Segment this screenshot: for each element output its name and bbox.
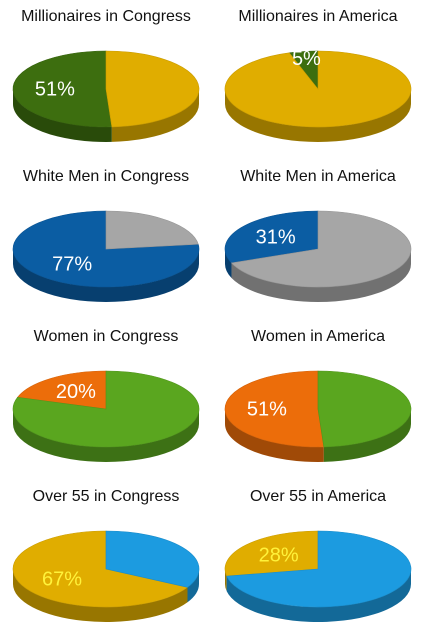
chart-title: Over 55 in Congress	[32, 488, 180, 505]
pie-chart-graphic: 51%	[224, 370, 412, 462]
pie-chart-white-men-congress: White Men in Congress 77%	[0, 160, 212, 320]
pie-slice-1	[226, 530, 412, 608]
chart-title: White Men in America	[240, 168, 396, 185]
pie-chart-over55-america: Over 55 in America 28%	[212, 480, 424, 640]
pie-chart-graphic: 31%	[224, 210, 412, 302]
pie-slice-1	[105, 530, 200, 588]
pie-slice-1	[224, 50, 412, 128]
pie-data-label: 77%	[52, 254, 92, 276]
pie-slice-0	[12, 530, 189, 608]
pie-chart-over55-congress: Over 55 in Congress 67%	[0, 480, 212, 640]
pie-data-label: 51%	[35, 79, 75, 101]
pie-slice-1	[12, 370, 200, 448]
pie-slice-side-0	[225, 409, 324, 462]
pie-data-label: 5%	[292, 48, 321, 70]
pie-slice-side-1	[225, 89, 411, 142]
pie-chart-women-america: Women in America 51%	[212, 320, 424, 480]
pie-chart-graphic: 51%	[12, 50, 200, 142]
chart-title: Millionaires in Congress	[21, 8, 191, 25]
pie-slice-1	[230, 210, 412, 288]
pie-slice-side-1	[187, 569, 199, 603]
pie-slice-0	[224, 370, 325, 448]
chart-title: Women in Congress	[33, 328, 179, 345]
pie-slice-side-0	[13, 249, 199, 302]
pie-slice-side-1	[231, 249, 411, 302]
pie-chart-millionaires-congress: Millionaires in Congress 51%	[0, 0, 212, 160]
pie-chart-millionaires-america: Millionaires in America 5%	[212, 0, 424, 160]
pie-slice-side-1	[323, 409, 411, 462]
pie-data-label: 31%	[256, 226, 296, 248]
pie-data-label: 67%	[42, 569, 82, 591]
pie-slice-1	[317, 370, 412, 448]
chart-title: White Men in Congress	[22, 168, 190, 185]
pie-chart-graphic: 77%	[12, 210, 200, 302]
pie-slice-side-1	[111, 89, 200, 142]
pie-slice-side-0	[13, 569, 188, 622]
pie-chart-white-men-america: White Men in America 31%	[212, 160, 424, 320]
pie-data-label: 28%	[259, 545, 299, 567]
pie-chart-graphic: 5%	[224, 48, 412, 142]
pie-slice-0	[224, 530, 319, 577]
pie-slice-side-1	[13, 409, 199, 462]
pie-chart-graphic: 67%	[12, 530, 200, 622]
pie-slice-1	[105, 50, 200, 128]
pie-chart-graphic: 20%	[12, 370, 200, 462]
chart-title: Women in America	[251, 328, 385, 345]
pie-slice-side-0	[13, 89, 112, 142]
pie-data-label: 51%	[247, 399, 287, 421]
pie-slice-0	[224, 210, 319, 264]
pie-slice-0	[16, 370, 107, 410]
pie-chart-graphic: 28%	[224, 530, 412, 622]
chart-title: Millionaires in America	[238, 8, 398, 25]
pie-slice-1	[105, 210, 199, 250]
pie-slice-side-0	[225, 569, 227, 592]
chart-title: Over 55 in America	[249, 488, 387, 505]
pie-slice-0	[12, 50, 113, 128]
pie-data-label: 20%	[56, 381, 96, 403]
pie-chart-women-congress: Women in Congress 20%	[0, 320, 212, 480]
pie-slice-side-1	[226, 569, 412, 622]
